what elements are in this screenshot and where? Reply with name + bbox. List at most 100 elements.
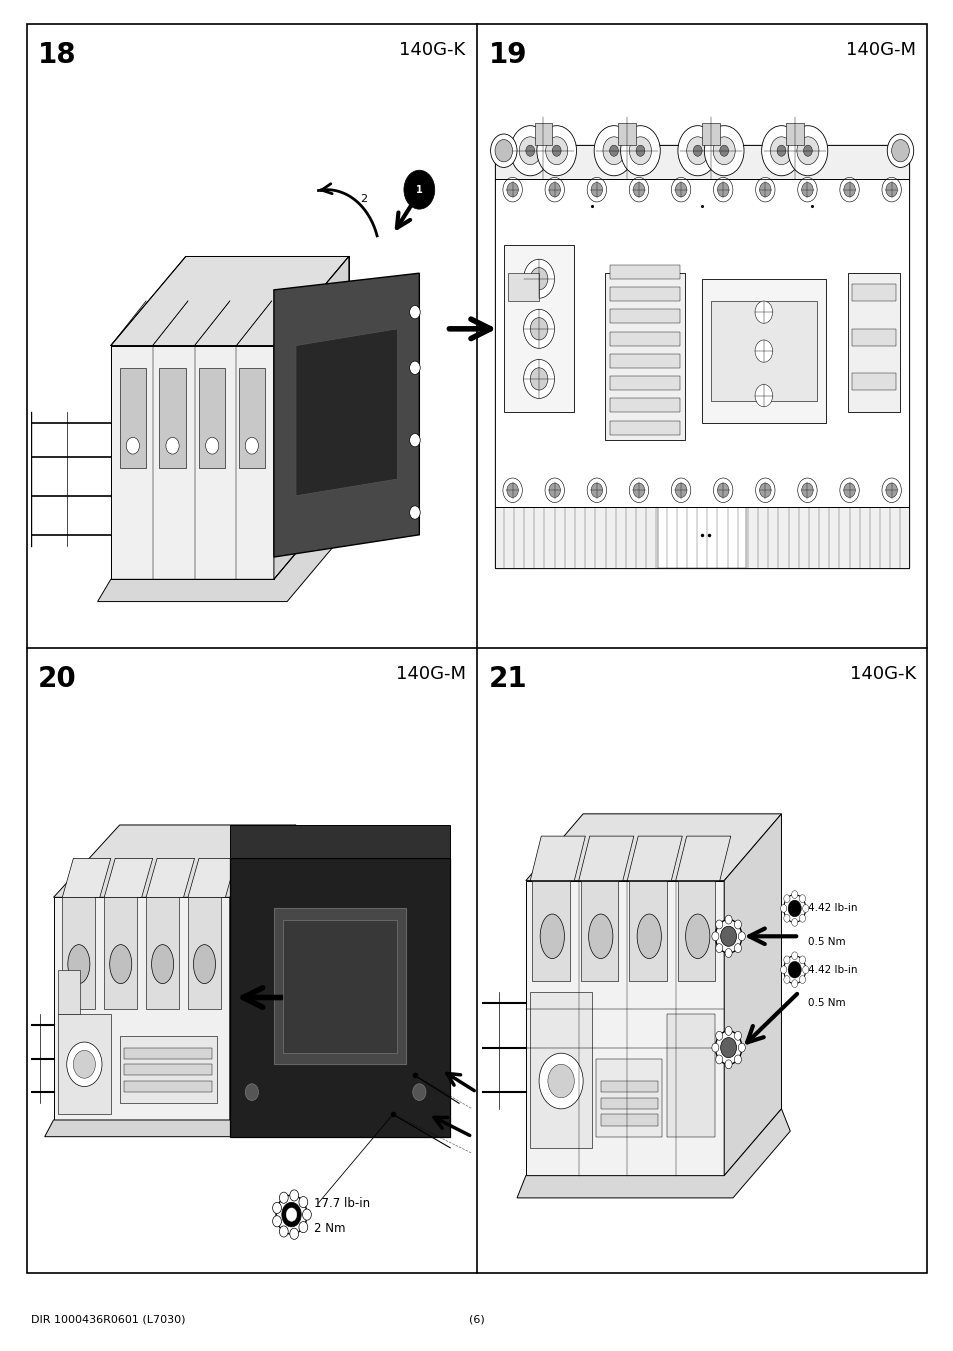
Circle shape: [629, 136, 651, 165]
Bar: [710, 301, 816, 401]
Circle shape: [548, 182, 559, 197]
Circle shape: [759, 484, 770, 497]
Circle shape: [717, 182, 728, 197]
Bar: [609, 376, 679, 390]
Circle shape: [544, 478, 564, 503]
Polygon shape: [230, 825, 450, 858]
Circle shape: [738, 932, 744, 940]
Ellipse shape: [588, 915, 612, 959]
Circle shape: [787, 126, 827, 176]
Circle shape: [715, 1055, 722, 1063]
Circle shape: [495, 139, 512, 162]
Text: 140G-K: 140G-K: [849, 665, 915, 682]
Polygon shape: [62, 858, 111, 897]
Circle shape: [715, 920, 741, 952]
Bar: [146, 897, 179, 1009]
Circle shape: [759, 182, 770, 197]
Circle shape: [703, 126, 743, 176]
Circle shape: [636, 145, 644, 157]
Circle shape: [801, 484, 812, 497]
Bar: [701, 278, 824, 423]
Circle shape: [791, 979, 797, 988]
Circle shape: [780, 905, 786, 912]
Circle shape: [886, 134, 913, 168]
Circle shape: [586, 177, 606, 201]
Polygon shape: [111, 257, 349, 346]
Bar: [62, 897, 95, 1009]
Circle shape: [245, 438, 258, 454]
Polygon shape: [517, 1109, 789, 1198]
Bar: [596, 1059, 661, 1136]
Circle shape: [787, 900, 801, 917]
Text: (6): (6): [469, 1315, 484, 1325]
Text: 140G-M: 140G-M: [845, 41, 915, 58]
Circle shape: [799, 894, 804, 902]
Bar: [666, 1015, 715, 1136]
Bar: [580, 881, 618, 981]
Circle shape: [205, 438, 218, 454]
Circle shape: [298, 1221, 308, 1232]
Text: 4.42 lb-in: 4.42 lb-in: [807, 904, 857, 913]
Bar: [609, 309, 679, 323]
Circle shape: [754, 340, 772, 362]
Circle shape: [548, 484, 559, 497]
Circle shape: [290, 1228, 298, 1239]
Circle shape: [754, 385, 772, 407]
Circle shape: [245, 1084, 258, 1101]
Circle shape: [273, 1216, 281, 1227]
Bar: [609, 265, 679, 278]
Bar: [785, 123, 802, 145]
Circle shape: [734, 1055, 740, 1063]
Circle shape: [782, 894, 805, 923]
Circle shape: [801, 966, 808, 974]
Ellipse shape: [193, 944, 215, 984]
Circle shape: [591, 182, 602, 197]
Circle shape: [409, 505, 419, 519]
Circle shape: [275, 1196, 307, 1233]
Bar: [534, 123, 552, 145]
Circle shape: [724, 1027, 731, 1035]
Bar: [851, 373, 895, 390]
Circle shape: [801, 182, 812, 197]
Circle shape: [843, 484, 855, 497]
Text: 1: 1: [416, 185, 422, 195]
Circle shape: [586, 478, 606, 503]
Polygon shape: [97, 490, 362, 601]
Bar: [609, 288, 679, 301]
Circle shape: [502, 177, 522, 201]
Circle shape: [281, 1202, 301, 1227]
Bar: [530, 992, 591, 1148]
Bar: [238, 367, 265, 467]
Circle shape: [594, 126, 633, 176]
Bar: [532, 881, 569, 981]
Circle shape: [783, 957, 789, 963]
Text: 4.42 lb-in: 4.42 lb-in: [807, 965, 857, 974]
Circle shape: [502, 478, 522, 503]
Circle shape: [675, 182, 686, 197]
Circle shape: [713, 478, 732, 503]
Circle shape: [791, 952, 797, 959]
Circle shape: [286, 1208, 296, 1221]
Circle shape: [783, 975, 789, 984]
Polygon shape: [230, 825, 295, 1120]
Circle shape: [881, 478, 901, 503]
Polygon shape: [274, 257, 349, 580]
Circle shape: [797, 177, 817, 201]
Bar: [495, 507, 908, 569]
Bar: [508, 273, 538, 301]
Bar: [609, 399, 679, 412]
Circle shape: [279, 1225, 288, 1238]
Bar: [503, 246, 574, 412]
Bar: [618, 123, 636, 145]
Polygon shape: [53, 897, 230, 1120]
Circle shape: [734, 943, 740, 952]
Bar: [495, 145, 908, 178]
Bar: [188, 897, 221, 1009]
Circle shape: [715, 1031, 741, 1065]
Circle shape: [506, 182, 517, 197]
Circle shape: [609, 145, 618, 157]
Circle shape: [755, 177, 774, 201]
Circle shape: [885, 182, 897, 197]
Circle shape: [518, 136, 540, 165]
Bar: [600, 1081, 658, 1092]
